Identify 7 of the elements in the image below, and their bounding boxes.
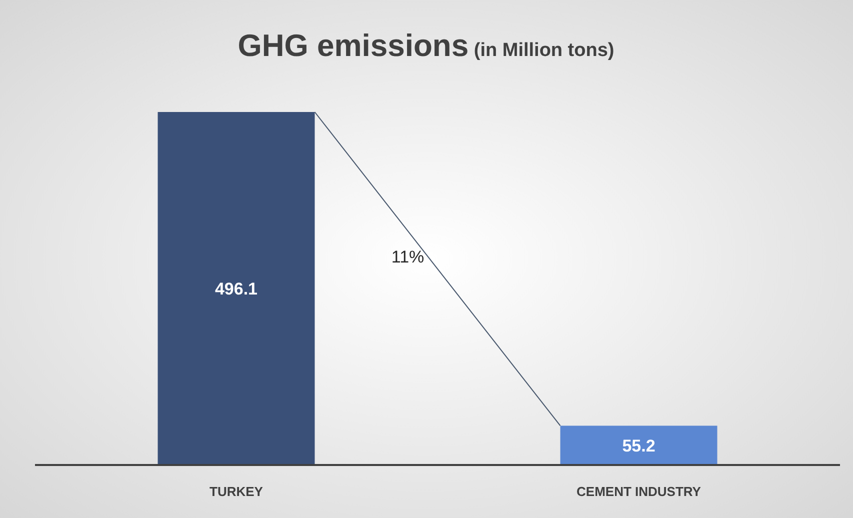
x-tick-label: TURKEY: [210, 484, 264, 500]
data-label: 496.1: [214, 280, 258, 298]
x-tick-label: CEMENT INDUSTRY: [576, 484, 702, 500]
data-label: 55.2: [622, 436, 656, 456]
annotation: 11%: [391, 248, 424, 267]
chart-title: GHG emissions: [238, 28, 469, 63]
chart-subtitle: (in Million tons): [468, 40, 614, 61]
